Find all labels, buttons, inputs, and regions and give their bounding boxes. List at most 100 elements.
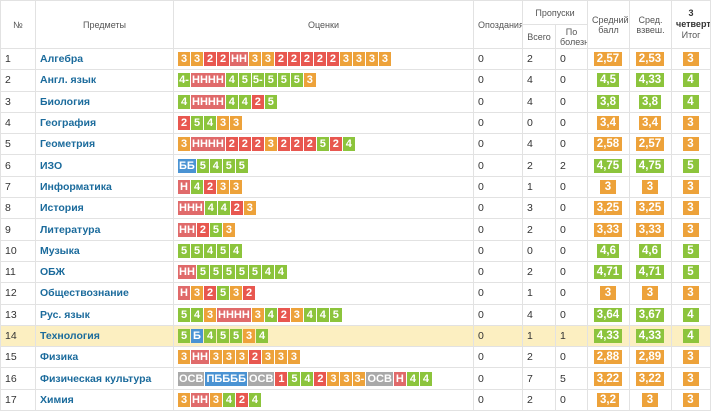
grade[interactable]: 2 <box>235 392 248 407</box>
grade[interactable]: 5 <box>196 265 209 280</box>
grade[interactable]: 5 <box>217 286 229 301</box>
grade[interactable]: 3 <box>243 201 256 216</box>
grade[interactable]: 5 <box>178 307 190 322</box>
grade[interactable]: 5 <box>191 243 203 258</box>
grade[interactable]: 2 <box>196 222 209 237</box>
grade[interactable]: 2 <box>204 179 216 194</box>
grade[interactable]: 3 <box>222 350 235 365</box>
grade[interactable]: 5 <box>217 243 229 258</box>
grade[interactable]: 3 <box>327 371 340 386</box>
grade[interactable]: 4 <box>301 371 314 386</box>
grade[interactable]: 5 <box>178 329 190 343</box>
subject-link[interactable]: ОБЖ <box>40 266 65 279</box>
grade[interactable]: 5 <box>316 137 329 152</box>
grade[interactable]: 3 <box>251 307 264 322</box>
grade[interactable]: 4 <box>261 265 274 280</box>
grade[interactable]: НННН <box>191 73 225 88</box>
grade[interactable]: 4 <box>248 392 261 407</box>
grade[interactable]: 2 <box>277 307 290 322</box>
grade[interactable]: НН <box>178 222 196 237</box>
subject-link[interactable]: Англ. язык <box>40 74 97 87</box>
grade[interactable]: 1 <box>275 371 288 386</box>
grade[interactable]: 3 <box>178 137 190 152</box>
grade[interactable]: ОСВ <box>178 371 205 386</box>
grade[interactable]: 5 <box>288 371 301 386</box>
grade[interactable]: Н <box>178 179 190 194</box>
grade[interactable]: 4 <box>274 265 287 280</box>
grade[interactable]: 2 <box>204 52 216 67</box>
grade[interactable]: 4 <box>191 307 203 322</box>
grade[interactable]: 4 <box>419 371 432 386</box>
grade[interactable]: 4 <box>204 201 217 216</box>
grade[interactable]: НННН <box>217 307 251 322</box>
grade[interactable]: 3 <box>178 52 190 67</box>
grade[interactable]: 4 <box>178 94 190 109</box>
grade[interactable]: 4 <box>264 307 277 322</box>
grade[interactable]: 5 <box>217 329 229 343</box>
grade[interactable]: 5 <box>264 94 277 109</box>
subject-link[interactable]: Обществознание <box>40 287 129 300</box>
grade[interactable]: 5 <box>277 73 290 88</box>
grade[interactable]: 5 <box>235 158 248 173</box>
subject-link[interactable]: Физика <box>40 351 79 364</box>
grade[interactable]: 4 <box>238 94 251 109</box>
subject-link[interactable]: Физическая культура <box>40 372 152 385</box>
grade[interactable]: 2 <box>204 286 216 301</box>
subject-link[interactable]: Химия <box>40 393 74 406</box>
subject-link[interactable]: Биология <box>40 95 91 108</box>
grade[interactable]: 3 <box>222 222 235 237</box>
grade[interactable]: 3 <box>217 179 229 194</box>
grade[interactable]: 2 <box>217 52 229 67</box>
grade[interactable]: 3 <box>178 392 190 407</box>
grade[interactable]: 2 <box>303 137 316 152</box>
grade[interactable]: 3 <box>209 350 222 365</box>
grade[interactable]: 3 <box>352 52 365 67</box>
grade[interactable]: 2 <box>300 52 313 67</box>
grade[interactable]: 3 <box>264 137 277 152</box>
grade[interactable]: 3 <box>235 350 248 365</box>
grade[interactable]: 4 <box>342 137 355 152</box>
grade[interactable]: 2 <box>230 201 243 216</box>
grade[interactable]: 3 <box>230 116 242 131</box>
grade[interactable]: 4 <box>303 307 316 322</box>
grade[interactable]: 4 <box>191 179 203 194</box>
subject-link[interactable]: Рус. язык <box>40 308 90 321</box>
grade[interactable]: 3 <box>178 350 190 365</box>
subject-link[interactable]: Алгебра <box>40 53 84 66</box>
grade[interactable]: ПББББ <box>205 371 247 386</box>
grade[interactable]: 4 <box>204 329 216 343</box>
grade[interactable]: 4 <box>204 116 216 131</box>
grade[interactable]: 3 <box>261 350 274 365</box>
grade[interactable]: 5 <box>230 329 242 343</box>
grade[interactable]: 4 <box>222 392 235 407</box>
grade[interactable]: 3 <box>209 392 222 407</box>
grade[interactable]: 3 <box>274 350 287 365</box>
grade[interactable]: 2 <box>287 52 300 67</box>
grade[interactable]: 5- <box>251 73 264 88</box>
grade[interactable]: 2 <box>251 94 264 109</box>
grade[interactable]: 5 <box>329 307 342 322</box>
grade[interactable]: НННН <box>191 137 225 152</box>
subject-link[interactable]: Технология <box>40 330 100 342</box>
grade[interactable]: 3 <box>230 179 242 194</box>
grade[interactable]: ОСВ <box>247 371 275 386</box>
grade[interactable]: ОСВ <box>366 371 393 386</box>
grade[interactable]: 2 <box>251 137 264 152</box>
grade[interactable]: 3- <box>353 371 366 386</box>
grade[interactable]: 2 <box>290 137 303 152</box>
grade[interactable]: 2 <box>225 137 238 152</box>
grade[interactable]: ББ <box>178 158 196 173</box>
grade[interactable]: Н <box>393 371 406 386</box>
grade[interactable]: 5 <box>222 265 235 280</box>
grade[interactable]: 3 <box>261 52 274 67</box>
grade[interactable]: 3 <box>290 307 303 322</box>
grade[interactable]: 2 <box>313 52 326 67</box>
grade[interactable]: 2 <box>277 137 290 152</box>
grade[interactable]: 3 <box>230 286 242 301</box>
grade[interactable]: 4 <box>209 158 222 173</box>
grade[interactable]: 2 <box>329 137 342 152</box>
grade[interactable]: 5 <box>290 73 303 88</box>
grade[interactable]: 4 <box>316 307 329 322</box>
grade[interactable]: 5 <box>235 265 248 280</box>
grade[interactable]: 3 <box>248 52 261 67</box>
